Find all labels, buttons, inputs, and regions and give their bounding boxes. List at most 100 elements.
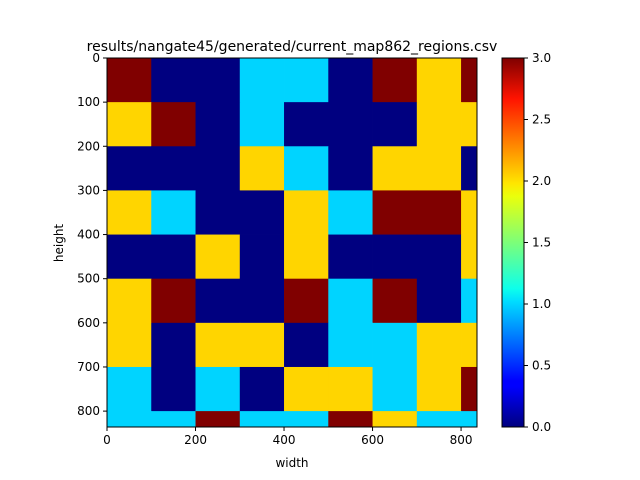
x-tick-label: 400 (273, 433, 296, 447)
heatmap-cell (195, 322, 241, 368)
heatmap-cell (151, 322, 196, 368)
heatmap-cell (107, 234, 152, 280)
heatmap-cell (416, 278, 462, 324)
heatmap-cell (372, 278, 418, 324)
heatmap-cell (328, 102, 373, 147)
heatmap-cell (284, 411, 329, 428)
heatmap-cell (151, 58, 196, 103)
heatmap-cell (107, 322, 152, 368)
heatmap-cell (461, 234, 478, 280)
heatmap-cell (107, 58, 152, 103)
heatmap-cell (195, 411, 241, 428)
heatmap-cell (328, 366, 373, 412)
heatmap-cell (239, 366, 285, 412)
heatmap-cell (284, 102, 329, 147)
heatmap-cell (239, 411, 285, 428)
heatmap-cell (107, 411, 152, 428)
heatmap-cell (372, 58, 418, 103)
heatmap-cell (372, 234, 418, 280)
heatmap-cell (284, 278, 329, 324)
y-tick-label: 500 (77, 272, 100, 286)
y-tick-label: 600 (77, 316, 100, 330)
heatmap-cell (284, 58, 329, 103)
y-tick-label: 800 (77, 404, 100, 418)
x-axis-ticks: 0 200 400 600 800 (103, 427, 473, 447)
y-axis-label: height (52, 224, 66, 263)
plot-frame (106, 57, 478, 428)
heatmap-cell (195, 366, 241, 412)
heatmap-cell (416, 102, 462, 147)
heatmap-cell (328, 411, 373, 428)
colorbar-tick-label: 2.0 (532, 174, 551, 188)
heatmap-cell (151, 102, 196, 147)
heatmap-cell (239, 58, 285, 103)
heatmap-cell (372, 411, 418, 428)
heatmap-cell (416, 234, 462, 280)
y-tick-label: 100 (77, 95, 100, 109)
colorbar-tick-label: 1.5 (532, 236, 551, 250)
heatmap-cell (328, 146, 373, 191)
heatmap-cell (328, 58, 373, 103)
heatmap-cell (239, 234, 285, 280)
heatmap-cell (461, 146, 478, 191)
heatmap-cell (461, 58, 478, 103)
colorbar-tick-label: 1.0 (532, 297, 551, 311)
heatmap-cell (372, 322, 418, 368)
heatmap-cell (284, 366, 329, 412)
chart-title: results/nangate45/generated/current_map8… (87, 39, 498, 55)
heatmap-cell (372, 190, 418, 235)
heatmap-cell (151, 146, 196, 191)
colorbar-tick-label: 0.5 (532, 359, 551, 373)
heatmap-cell (151, 366, 196, 412)
y-tick-label: 700 (77, 360, 100, 374)
heatmap-cell (151, 278, 196, 324)
heatmap-cell (107, 190, 152, 235)
heatmap-cell (151, 411, 196, 428)
y-axis-ticks: 0 100 200 300 400 500 600 700 800 (77, 51, 107, 418)
x-tick-label: 0 (103, 433, 111, 447)
heatmap-cell (461, 366, 478, 412)
heatmap-cell (461, 411, 478, 428)
heatmap-cell (107, 278, 152, 324)
heatmap-cell (372, 146, 418, 191)
heatmap-cell (239, 278, 285, 324)
heatmap-cell (284, 234, 329, 280)
heatmap-cell (195, 190, 241, 235)
heatmap-cell (372, 102, 418, 147)
y-tick-label: 0 (92, 51, 100, 65)
heatmap-cell (461, 190, 478, 235)
heatmap-cell (461, 322, 478, 368)
x-tick-label: 200 (184, 433, 207, 447)
x-axis-label: width (275, 456, 308, 470)
x-tick-label: 600 (361, 433, 384, 447)
y-tick-label: 200 (77, 139, 100, 153)
colorbar-tick-label: 2.5 (532, 113, 551, 127)
heatmap-cell (195, 146, 241, 191)
heatmap-cell (461, 278, 478, 324)
heatmap-cell (461, 102, 478, 147)
heatmap-cell (151, 190, 196, 235)
heatmap-cell (416, 58, 462, 103)
heatmap-cell (372, 366, 418, 412)
heatmap-cell (284, 322, 329, 368)
heatmap-cell (416, 190, 462, 235)
heatmap-cell (195, 102, 241, 147)
colorbar (501, 57, 525, 428)
heatmap-cell (284, 190, 329, 235)
heatmap-cell (416, 366, 462, 412)
heatmap-cell (195, 234, 241, 280)
heatmap-cell (195, 278, 241, 324)
heatmap-cell (151, 234, 196, 280)
heatmap-cell (107, 146, 152, 191)
heatmap-cell (284, 146, 329, 191)
heatmap-cell (328, 234, 373, 280)
heatmap-cell (239, 146, 285, 191)
heatmap-cell (416, 146, 462, 191)
heatmap-cell (239, 190, 285, 235)
heatmap-cell (328, 322, 373, 368)
heatmap-cell (416, 411, 462, 428)
y-tick-label: 400 (77, 228, 100, 242)
heatmap-cell (195, 58, 241, 103)
colorbar-tick-label: 3.0 (532, 51, 551, 65)
